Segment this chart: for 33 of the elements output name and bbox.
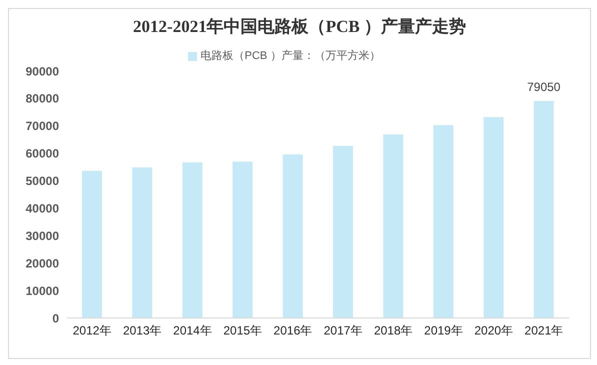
y-tick-label: 0 xyxy=(52,311,60,326)
x-tick-label: 2021年 xyxy=(524,324,564,338)
y-tick-label: 30000 xyxy=(26,228,60,243)
bar xyxy=(484,117,504,318)
bar xyxy=(282,154,303,318)
y-tick-label: 70000 xyxy=(26,119,60,134)
y-tick-label: 40000 xyxy=(26,201,60,216)
chart-title: 2012-2021年中国电路板（PCB ）产量产走势 xyxy=(132,16,467,38)
bar xyxy=(182,162,202,318)
x-tick-label: 2020年 xyxy=(474,324,514,338)
legend-label: 电路板（PCB ）产量：（万平方米） xyxy=(200,50,380,62)
x-tick-label: 2015年 xyxy=(223,324,262,338)
y-tick-label: 20000 xyxy=(26,256,60,270)
x-tick-label: 2018年 xyxy=(374,324,413,338)
bar xyxy=(232,162,253,318)
x-tick-label: 2017年 xyxy=(324,324,362,338)
y-tick-label: 90000 xyxy=(26,64,60,78)
y-tick-label: 50000 xyxy=(26,174,60,188)
bar xyxy=(132,167,152,318)
y-tick-label: 60000 xyxy=(26,146,60,161)
x-tick-label: 2016年 xyxy=(274,324,312,338)
y-tick-label: 10000 xyxy=(26,284,60,298)
x-tick-label: 2012年 xyxy=(72,324,112,338)
x-tick-label: 2019年 xyxy=(424,324,463,338)
x-tick-label: 2014年 xyxy=(173,324,212,338)
bar xyxy=(534,101,554,318)
bar xyxy=(433,125,454,318)
x-tick-label: 2013年 xyxy=(122,324,162,338)
bar xyxy=(333,146,353,318)
y-tick-label: 80000 xyxy=(26,92,60,106)
data-label: 79050 xyxy=(527,80,561,94)
bar xyxy=(383,134,404,318)
bar xyxy=(82,170,102,318)
